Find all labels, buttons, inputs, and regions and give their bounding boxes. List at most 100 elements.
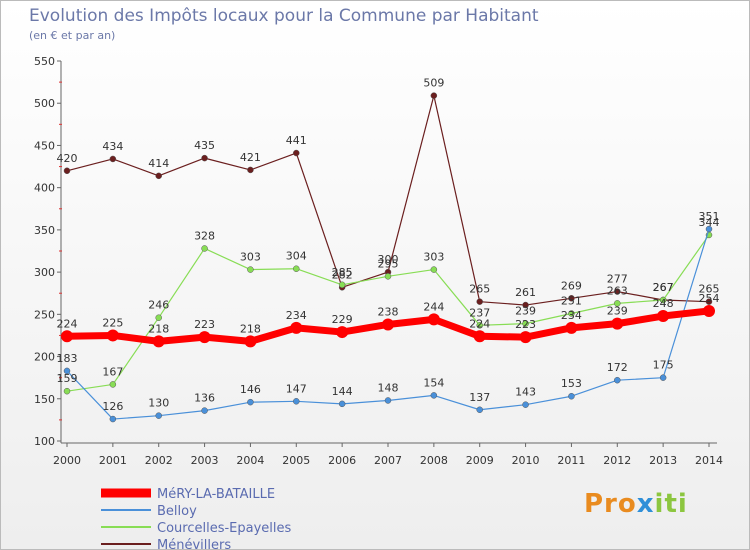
data-label: 239 — [607, 305, 628, 318]
data-label: 434 — [102, 140, 123, 153]
data-label: 269 — [561, 279, 582, 292]
data-label: 239 — [515, 305, 536, 318]
data-label: 148 — [378, 381, 399, 394]
data-label: 223 — [194, 318, 215, 331]
data-label: 254 — [699, 292, 720, 305]
data-label: 303 — [423, 251, 444, 264]
data-label: 153 — [561, 377, 582, 390]
data-label: 234 — [561, 309, 582, 322]
data-label: 282 — [332, 268, 353, 281]
data-point — [338, 281, 346, 289]
y-tick-label: 400 — [34, 182, 55, 195]
data-label: 238 — [378, 305, 399, 318]
data-label: 183 — [57, 352, 78, 365]
x-tick-label: 2013 — [649, 454, 677, 467]
data-point — [61, 330, 73, 343]
data-point — [614, 376, 621, 384]
data-label: 136 — [194, 392, 215, 405]
data-point — [430, 92, 438, 99]
data-point — [293, 265, 300, 272]
data-point — [565, 321, 578, 334]
data-label: 303 — [240, 251, 261, 264]
data-label: 218 — [240, 322, 261, 335]
data-label: 267 — [653, 281, 674, 294]
data-label: 267 — [653, 281, 674, 294]
x-tick-label: 2011 — [557, 454, 585, 467]
data-point — [338, 400, 346, 408]
y-tick-label: 300 — [34, 266, 55, 279]
data-point — [568, 295, 575, 302]
data-point — [201, 245, 208, 252]
data-point — [476, 298, 483, 305]
data-label: 263 — [607, 284, 628, 297]
data-point — [522, 320, 529, 327]
x-tick-label: 2007 — [374, 454, 402, 467]
data-label: 130 — [148, 397, 169, 410]
data-label: 237 — [469, 306, 490, 319]
data-label: 234 — [286, 309, 307, 322]
data-label: 244 — [423, 300, 444, 313]
data-label: 167 — [102, 365, 123, 378]
data-point — [659, 374, 667, 381]
data-point — [611, 317, 624, 330]
data-label: 126 — [102, 400, 123, 413]
x-tick-label: 2008 — [420, 454, 448, 467]
data-label: 172 — [607, 361, 628, 374]
data-point — [63, 367, 71, 375]
data-point — [659, 296, 667, 304]
x-tick-label: 2005 — [282, 454, 310, 467]
x-tick-label: 2002 — [145, 454, 173, 467]
data-point — [109, 415, 117, 423]
data-point — [430, 266, 438, 273]
data-label: 285 — [332, 266, 353, 279]
data-label: 414 — [148, 157, 169, 170]
data-point — [244, 335, 257, 348]
data-label: 300 — [378, 253, 399, 266]
proxiti-logo: Proxiti — [584, 489, 688, 519]
y-tick-label: 150 — [34, 393, 55, 406]
data-point — [614, 288, 621, 295]
x-tick-label: 2014 — [695, 454, 723, 467]
data-point — [247, 166, 254, 174]
data-point — [384, 273, 392, 280]
x-tick-label: 2000 — [53, 454, 81, 467]
data-label: 137 — [469, 391, 490, 404]
chart-title: Evolution des Impôts locaux pour la Comm… — [29, 6, 539, 26]
data-label: 265 — [699, 283, 720, 296]
y-tick-label: 100 — [34, 435, 55, 448]
data-label: 351 — [699, 210, 720, 223]
data-point — [703, 304, 715, 317]
x-tick-label: 2004 — [236, 454, 264, 467]
data-point — [705, 225, 713, 233]
legend-label: MéRY-LA-BATAILLE — [157, 487, 275, 502]
data-point — [473, 330, 486, 343]
x-tick-label: 2003 — [191, 454, 219, 467]
data-point — [247, 398, 254, 406]
data-label: 328 — [194, 229, 215, 242]
data-point — [476, 322, 483, 329]
data-label: 154 — [423, 376, 444, 389]
data-point — [63, 167, 71, 175]
data-point — [568, 310, 575, 317]
data-point — [247, 266, 254, 273]
y-tick-label: 250 — [34, 308, 55, 321]
data-label: 344 — [699, 216, 720, 229]
data-point — [476, 406, 483, 414]
data-label: 277 — [607, 273, 628, 286]
legend-label: Belloy — [157, 504, 197, 519]
data-point — [201, 154, 208, 162]
data-point — [290, 321, 303, 334]
data-label: 246 — [148, 299, 169, 312]
data-label: 223 — [515, 318, 536, 331]
data-label: 435 — [194, 139, 215, 152]
data-point — [109, 155, 117, 163]
data-point — [522, 301, 529, 309]
y-tick-label: 350 — [34, 224, 55, 237]
y-tick-label: 450 — [34, 139, 55, 152]
x-tick-label: 2009 — [466, 454, 494, 467]
legend-label: Courcelles-Epayelles — [157, 521, 292, 536]
data-label: 218 — [148, 322, 169, 335]
data-label: 420 — [57, 152, 78, 165]
